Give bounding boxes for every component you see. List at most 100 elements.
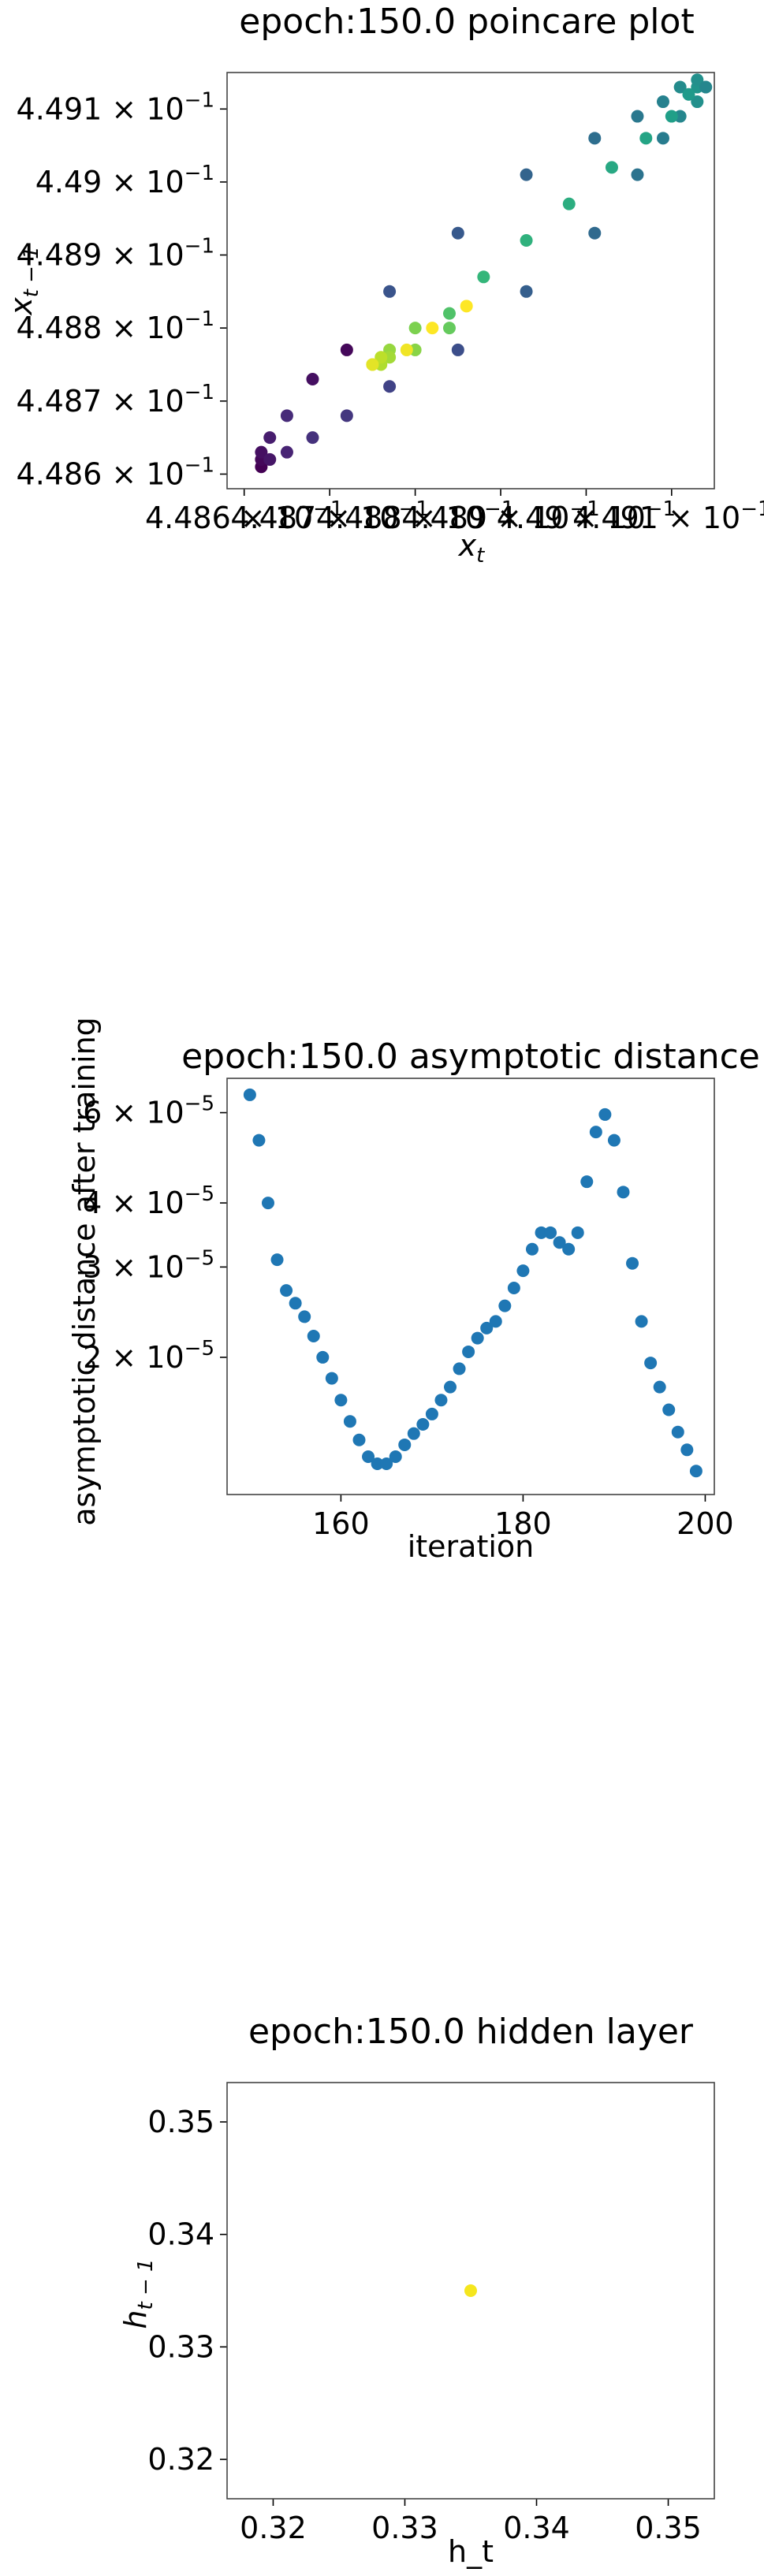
data-point (689, 1465, 703, 1478)
data-point (243, 1088, 256, 1101)
data-point (544, 1226, 557, 1239)
data-point (263, 452, 277, 466)
y-tick-label: 4.491 × 10−1 (17, 88, 214, 126)
data-point (680, 1443, 694, 1457)
asymptotic-distance-chart: epoch:150.0 asymptotic distance 160 180 20… (67, 1017, 760, 1564)
data-point (460, 300, 473, 313)
y-tick-label: 0.33 (147, 2329, 214, 2364)
data-point (416, 1417, 430, 1431)
x-tick-label: 200 (676, 1506, 734, 1541)
x-tick-label: 0.35 (635, 2511, 702, 2545)
data-point (656, 132, 669, 145)
x-tick-label: 4.488 × 10−1 (316, 497, 514, 535)
data-point (691, 95, 704, 109)
data-point (389, 1450, 402, 1464)
points (243, 1088, 703, 1478)
data-point (617, 1186, 630, 1199)
data-point (380, 1457, 393, 1470)
y-tick-label: 4.486 × 10−1 (17, 453, 214, 491)
data-point (580, 1175, 594, 1189)
data-point (375, 351, 388, 364)
plot-frame (226, 72, 715, 490)
data-point (489, 1315, 502, 1328)
data-point (605, 161, 618, 174)
y-axis-label: ht − 1 (118, 2258, 158, 2328)
ticks: 4.486 × 10−14.487 × 10−14.488 × 10−14.48… (17, 88, 764, 535)
plot-frame (226, 2082, 715, 2500)
data-point (307, 1329, 320, 1342)
chart-title: epoch:150.0 asymptotic distance (181, 1037, 760, 1077)
x-tick-label: 0.34 (503, 2511, 570, 2545)
data-point (371, 1457, 384, 1470)
data-point (407, 1427, 420, 1440)
data-point (562, 197, 576, 210)
y-tick-label: 0.32 (147, 2442, 214, 2477)
data-point (639, 132, 653, 145)
data-point (306, 372, 319, 385)
y-tick-label: 0.34 (147, 2217, 214, 2252)
data-point (400, 343, 413, 356)
data-point (444, 1380, 457, 1394)
data-point (631, 168, 644, 181)
data-point (252, 1134, 266, 1147)
data-point (334, 1394, 348, 1407)
plot-frame (226, 1078, 715, 1495)
data-point (298, 1310, 311, 1323)
chart-title: epoch:150.0 hidden layer (248, 2012, 694, 2052)
data-point (451, 226, 464, 240)
data-point (471, 1331, 484, 1345)
data-point (280, 1284, 293, 1297)
data-point (671, 1425, 684, 1439)
data-point (535, 1226, 548, 1239)
data-point (453, 1362, 466, 1375)
ticks: 160 180 200 2 × 10−5 3 × 10−5 4 × 10−5 6 × 10−… (83, 1093, 734, 1541)
data-point (588, 132, 602, 145)
data-point (451, 343, 464, 356)
data-point (588, 226, 602, 240)
data-point (408, 322, 422, 335)
data-point (665, 110, 678, 123)
data-point (682, 87, 695, 101)
data-point (562, 1242, 576, 1256)
data-point (520, 285, 533, 298)
data-point (507, 1282, 520, 1295)
data-point (607, 1134, 621, 1147)
data-point (516, 1264, 530, 1278)
y-axis-label: asymptotic distance after training (67, 1017, 102, 1526)
data-point (699, 80, 713, 94)
data-point (383, 285, 397, 298)
data-point (631, 110, 644, 123)
data-point (340, 409, 353, 423)
x-tick-label: 0.33 (371, 2511, 438, 2545)
data-point (383, 380, 397, 393)
ticks: 0.32 0.33 0.34 0.35 0.32 0.33 0.34 0.35 (147, 2105, 701, 2545)
y-axis-label: xt − 1 (4, 246, 43, 316)
y-tick-label: 3 × 10−5 (83, 1246, 214, 1284)
x-tick-label: 4.486 × 10−1 (145, 497, 343, 535)
data-point (362, 1450, 375, 1464)
data-point (598, 1107, 612, 1121)
x-tick-label: 4.491 × 10−1 (572, 497, 764, 535)
data-point (464, 2284, 477, 2297)
data-point (261, 1197, 274, 1210)
y-tick-label: 6 × 10−5 (83, 1093, 214, 1130)
data-point (398, 1438, 412, 1451)
hidden-layer-chart: epoch:150.0 hidden layer 0.32 0.33 0.34 0.3… (118, 2012, 715, 2569)
data-point (673, 80, 687, 94)
data-point (589, 1126, 602, 1139)
x-tick-label: 4.489 × 10−1 (401, 497, 599, 535)
points (255, 73, 713, 474)
y-tick-label: 0.35 (147, 2105, 214, 2139)
data-point (434, 1394, 448, 1407)
y-tick-label: 4.49 × 10−1 (35, 162, 214, 199)
data-point (520, 168, 533, 181)
data-point (426, 322, 439, 335)
data-point (263, 431, 277, 445)
data-point (626, 1256, 639, 1270)
points (464, 2284, 477, 2297)
x-tick-label: 0.32 (240, 2511, 307, 2545)
data-point (656, 95, 669, 109)
data-point (340, 343, 353, 356)
x-axis-label: iteration (408, 1529, 535, 1564)
x-axis-label: xt (458, 528, 486, 568)
